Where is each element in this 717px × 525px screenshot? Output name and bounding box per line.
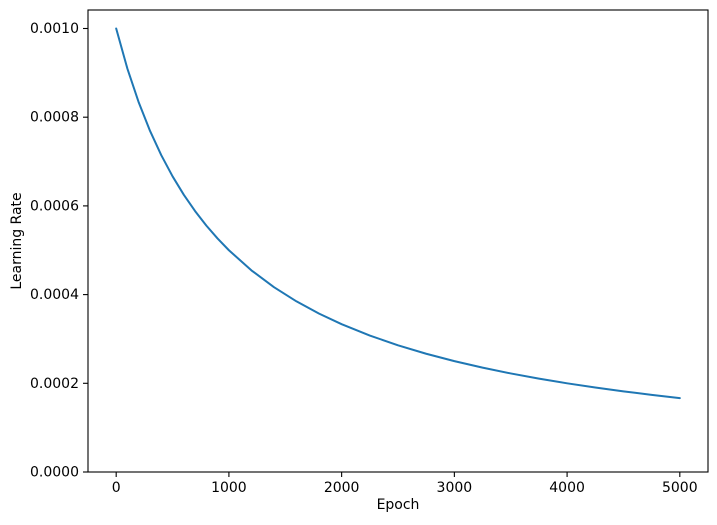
axes-spines (87, 9, 709, 473)
x-axis-label: Epoch (377, 497, 420, 513)
y-tick-label: 0.0002 (30, 376, 79, 392)
x-axis-ticks: 0 1000 2000 3000 4000 5000 (112, 472, 698, 496)
x-tick-label: 3000 (437, 480, 473, 496)
y-tick-label: 0.0010 (30, 21, 79, 37)
y-tick-label: 0.0006 (30, 198, 79, 214)
plot-background (88, 10, 708, 472)
x-tick-label: 1000 (211, 480, 247, 496)
y-axis-label: Learning Rate (9, 192, 25, 289)
x-tick-label: 4000 (549, 480, 585, 496)
y-tick-label: 0.0000 (30, 465, 79, 481)
x-tick-label: 0 (112, 480, 121, 496)
y-tick-label: 0.0008 (30, 110, 79, 126)
x-tick-label: 5000 (662, 480, 698, 496)
y-axis-ticks: 0.0000 0.0002 0.0004 0.0006 0.0008 0.0010 (30, 21, 88, 481)
learning-rate-curve (115, 27, 681, 400)
x-tick-label: 2000 (324, 480, 360, 496)
y-tick-label: 0.0004 (30, 287, 79, 303)
